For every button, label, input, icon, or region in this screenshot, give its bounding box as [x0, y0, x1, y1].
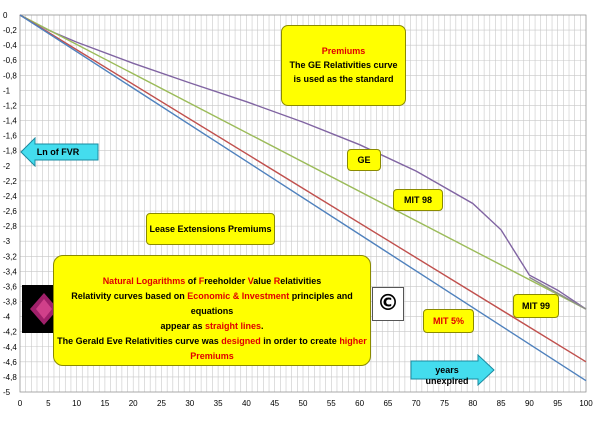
series-line-ge — [19, 14, 587, 310]
years-unexpired-label: years unexpired — [425, 365, 469, 386]
series-line-mit-99 — [529, 276, 587, 310]
tick-labels: 0 -0,2 -0,4 -0,6 -0,8 -1 -1,2 -1,4 -1,6 -1,8 -2 -2,… — [3, 11, 593, 408]
y-tick-label: -1,2 — [3, 101, 17, 110]
x-tick-label: 35 — [214, 399, 223, 408]
mit99-label: MIT 99 — [513, 294, 559, 318]
y-tick-label: -2,6 — [3, 207, 17, 216]
x-tick-label: 70 — [412, 399, 421, 408]
y-tick-label: -4,8 — [3, 373, 17, 382]
series-lines — [19, 14, 587, 393]
series-line-mit-98 — [19, 14, 587, 310]
mit5-label: MIT 5% — [423, 309, 474, 333]
ln-fvr-label: Ln of FVR — [36, 147, 80, 157]
y-tick-label: -3 — [3, 237, 11, 246]
y-tick-label: -4,6 — [3, 358, 17, 367]
y-tick-label: 0 — [3, 11, 8, 20]
x-tick-label: 50 — [299, 399, 308, 408]
y-tick-label: -1,6 — [3, 132, 17, 141]
y-tick-label: -1,8 — [3, 147, 17, 156]
nat-log-heading: Natural Logarithms of Freeholder Value R… — [102, 276, 322, 286]
x-tick-label: 60 — [355, 399, 364, 408]
x-tick-label: 20 — [129, 399, 138, 408]
y-tick-label: -4,2 — [3, 328, 17, 337]
y-tick-label: -2,4 — [3, 192, 17, 201]
logo-graphic — [30, 293, 58, 325]
premiums-line-2: is used as the standard — [293, 74, 394, 84]
premiums-title: Premiums — [321, 46, 366, 56]
ln-fvr-arrow — [20, 137, 99, 167]
y-tick-label: -0,6 — [3, 56, 17, 65]
x-tick-label: 5 — [46, 399, 51, 408]
y-tick-label: -0,8 — [3, 71, 17, 80]
natural-logarithms-callout: Natural Logarithms of Freeholder Value R… — [53, 255, 371, 366]
years-unexpired-arrow — [410, 354, 495, 386]
x-tick-label: 10 — [72, 399, 81, 408]
x-tick-label: 25 — [157, 399, 166, 408]
x-tick-label: 30 — [185, 399, 194, 408]
y-tick-label: -1 — [3, 86, 11, 95]
x-tick-label: 100 — [579, 399, 593, 408]
straight-lines-line: appear as straight lines. — [160, 321, 264, 331]
y-tick-label: -3,6 — [3, 282, 17, 291]
copyright-symbol: © — [377, 291, 399, 316]
series-line-mit-5- — [19, 14, 587, 363]
y-tick-label: -3,8 — [3, 298, 17, 307]
x-tick-label: 65 — [383, 399, 392, 408]
y-tick-label: -2,8 — [3, 222, 17, 231]
relativity-curves-line: Relativity curves based on Economic & In… — [71, 291, 353, 316]
x-tick-label: 15 — [100, 399, 109, 408]
premiums-line-1: The GE Relativities curve — [289, 60, 398, 70]
ge-label: GE — [347, 149, 381, 171]
y-tick-label: -0,4 — [3, 41, 17, 50]
y-tick-label: -4,4 — [3, 343, 17, 352]
y-tick-label: -2 — [3, 162, 11, 171]
copyright-box: © — [372, 287, 404, 321]
x-tick-label: 40 — [242, 399, 251, 408]
y-tick-label: -3,2 — [3, 252, 17, 261]
y-tick-label: -0,2 — [3, 26, 17, 35]
plot-frame — [19, 14, 587, 393]
y-tick-label: -2,2 — [3, 177, 17, 186]
y-tick-label: -3,4 — [3, 267, 17, 276]
y-tick-label: -1,4 — [3, 117, 17, 126]
mit98-label: MIT 98 — [393, 189, 443, 211]
x-tick-label: 80 — [468, 399, 477, 408]
gerald-eve-line: The Gerald Eve Relativities curve was de… — [57, 336, 367, 361]
y-tick-label: -5 — [3, 388, 11, 397]
series-line-mit-5-lower — [19, 14, 587, 382]
y-tick-label: -4 — [3, 313, 11, 322]
x-tick-label: 90 — [525, 399, 534, 408]
x-tick-label: 55 — [327, 399, 336, 408]
x-tick-label: 75 — [440, 399, 449, 408]
x-tick-label: 85 — [497, 399, 506, 408]
lease-extensions-label: Lease Extensions Premiums — [146, 213, 275, 245]
x-tick-label: 95 — [553, 399, 562, 408]
premiums-callout: Premiums The GE Relativities curve is us… — [281, 25, 406, 106]
x-tick-label: 45 — [270, 399, 279, 408]
x-tick-label: 0 — [18, 399, 23, 408]
